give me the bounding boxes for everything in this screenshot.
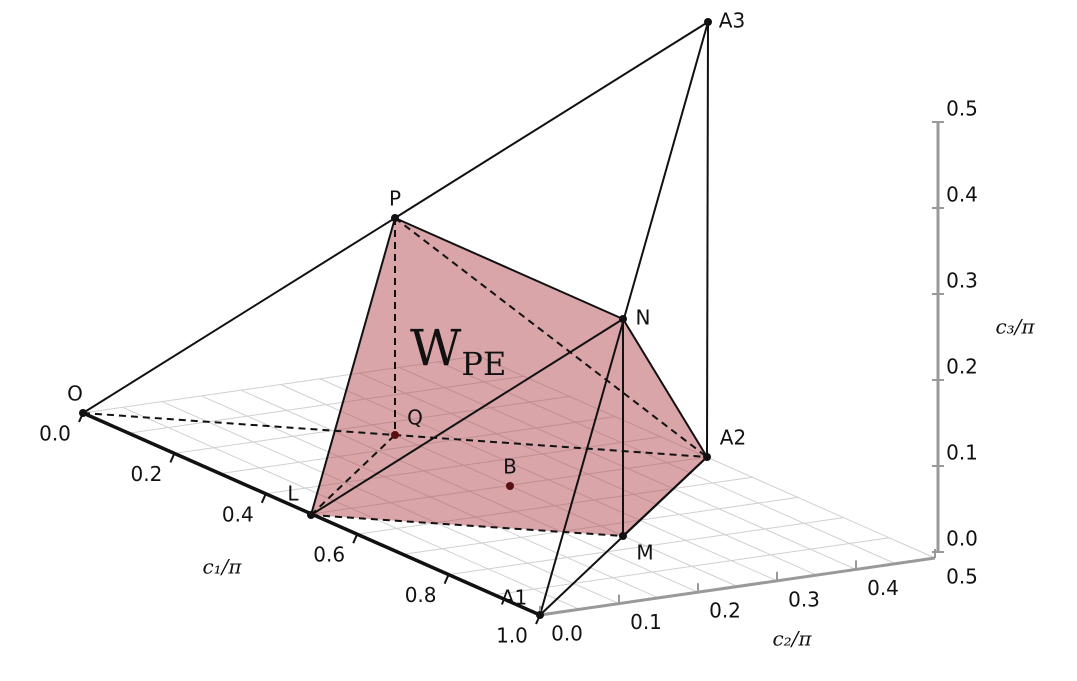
point: [703, 453, 711, 461]
c3-tick-label: 0.3: [946, 269, 978, 293]
axes: 0.0 0.2 0.4 0.6 0.8 1.0 0.0 0.1 0.2 0.3 0.4 0.5 0.0 0…: [39, 97, 1035, 651]
hidden-edge: [310, 514, 624, 537]
point-label: A2: [720, 426, 746, 450]
point: [391, 431, 399, 439]
point-label: M: [636, 541, 653, 565]
point: [619, 532, 627, 540]
c1-tick: [352, 533, 359, 544]
point: [619, 315, 627, 323]
point-label: Q: [407, 406, 423, 430]
grid-line: [161, 401, 620, 605]
c1-tick-label: 0.6: [313, 543, 345, 567]
point-label: B: [503, 455, 517, 479]
point-label: L: [287, 482, 299, 506]
edges: [82, 21, 709, 616]
point-label: A3: [719, 9, 745, 33]
edge: [706, 21, 709, 458]
c1-tick: [260, 493, 267, 504]
point: [79, 409, 87, 417]
c1-tick: [443, 574, 450, 585]
edge: [394, 21, 709, 219]
point-label: A1: [501, 586, 527, 610]
point-label: N: [636, 306, 651, 330]
grid-line: [438, 361, 896, 565]
edge: [622, 318, 708, 458]
c1-tick-label: 0.8: [405, 583, 437, 607]
c1-tick-label: 0.0: [39, 422, 71, 446]
edge: [622, 456, 708, 537]
edge: [310, 217, 396, 516]
point: [391, 214, 399, 222]
face: [311, 319, 623, 536]
grid-line: [359, 372, 817, 576]
point-label: P: [389, 187, 401, 211]
c3-axis-label: c₃/π: [995, 315, 1035, 339]
hidden-edge: [394, 217, 708, 458]
face: [623, 319, 707, 536]
points: O P A3 N A2 Q B L M A1: [67, 9, 746, 619]
grid-line: [201, 395, 659, 599]
point: [307, 511, 315, 519]
c1-tick-label: 1.0: [496, 624, 528, 648]
point: [506, 482, 514, 490]
point: [704, 18, 712, 26]
edge: [82, 217, 396, 414]
c2-axis-label: c₂/π: [772, 627, 812, 651]
c3-tick-label: 0.0: [946, 527, 978, 551]
grid-line: [398, 366, 857, 570]
c2-tick-label: 0.5: [946, 565, 978, 589]
edge: [394, 217, 624, 320]
point: [536, 611, 544, 619]
hidden-edge: [310, 434, 396, 516]
c1-tick: [169, 452, 176, 463]
region-label: WPE: [410, 319, 506, 383]
grid-line: [240, 389, 699, 593]
face: [311, 218, 623, 515]
grid-line: [122, 406, 580, 610]
grid-line: [319, 378, 778, 582]
c3-tick-label: 0.5: [946, 97, 978, 121]
c2-tick-label: 0.1: [630, 610, 662, 634]
c3-tick-label: 0.2: [946, 355, 978, 379]
c2-tick-label: 0.2: [709, 599, 741, 623]
c1-tick-label: 0.2: [130, 462, 162, 486]
c1-axis-label: c₁/π: [202, 555, 242, 579]
c2-tick-label: 0.3: [788, 587, 820, 611]
c2-tick-label: 0.0: [551, 622, 583, 646]
c3-tick-label: 0.1: [946, 441, 978, 465]
point-label: O: [67, 382, 83, 406]
c3-tick-label: 0.4: [946, 183, 978, 207]
c2-axis: [539, 556, 936, 617]
c1-tick-label: 0.4: [222, 502, 254, 526]
c2-tick-label: 0.4: [867, 576, 899, 600]
